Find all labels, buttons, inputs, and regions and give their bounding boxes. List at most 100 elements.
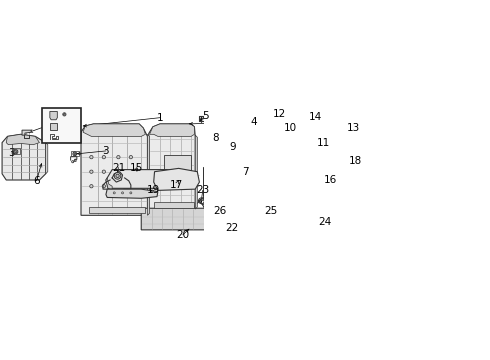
Ellipse shape	[322, 138, 326, 141]
Ellipse shape	[285, 121, 288, 125]
Ellipse shape	[114, 172, 121, 179]
Text: 20: 20	[176, 230, 189, 240]
Ellipse shape	[289, 121, 293, 125]
Polygon shape	[154, 202, 194, 208]
Text: 11: 11	[317, 139, 330, 148]
Polygon shape	[106, 178, 112, 190]
Text: 14: 14	[309, 112, 322, 122]
Bar	[42, 108, 81, 143]
Ellipse shape	[317, 115, 319, 118]
Ellipse shape	[287, 126, 291, 130]
Text: 12: 12	[272, 108, 286, 118]
Ellipse shape	[102, 156, 105, 159]
Ellipse shape	[280, 114, 283, 117]
Polygon shape	[203, 167, 278, 197]
Text: 10: 10	[283, 123, 296, 133]
Ellipse shape	[63, 113, 66, 116]
Text: 25: 25	[264, 206, 277, 216]
Ellipse shape	[215, 199, 217, 202]
Ellipse shape	[73, 152, 76, 156]
Ellipse shape	[281, 112, 284, 114]
Ellipse shape	[318, 117, 320, 120]
Ellipse shape	[117, 156, 120, 159]
Text: 26: 26	[214, 206, 227, 216]
Ellipse shape	[64, 113, 65, 115]
Polygon shape	[203, 197, 278, 207]
Bar	[72, 150, 79, 156]
Text: 2: 2	[43, 121, 50, 131]
Text: 3: 3	[8, 148, 15, 158]
Polygon shape	[147, 134, 149, 215]
Ellipse shape	[14, 150, 18, 154]
Bar	[164, 155, 191, 180]
Polygon shape	[83, 124, 146, 136]
Ellipse shape	[355, 127, 358, 130]
Text: 17: 17	[170, 180, 183, 190]
Ellipse shape	[321, 136, 324, 139]
Ellipse shape	[90, 170, 93, 174]
Ellipse shape	[230, 223, 233, 226]
Ellipse shape	[284, 123, 288, 127]
Text: 15: 15	[130, 162, 143, 172]
Ellipse shape	[324, 136, 327, 139]
Ellipse shape	[15, 151, 17, 153]
Polygon shape	[262, 159, 362, 182]
Ellipse shape	[129, 156, 132, 159]
Polygon shape	[50, 112, 57, 120]
Text: 7: 7	[243, 167, 249, 177]
Text: 6: 6	[33, 176, 40, 186]
Ellipse shape	[324, 140, 327, 143]
Ellipse shape	[281, 116, 284, 119]
Ellipse shape	[353, 129, 357, 133]
Ellipse shape	[74, 153, 75, 155]
Polygon shape	[6, 134, 40, 145]
Ellipse shape	[116, 174, 119, 177]
Ellipse shape	[284, 116, 287, 119]
Ellipse shape	[317, 119, 319, 122]
Polygon shape	[46, 143, 48, 174]
Polygon shape	[262, 155, 362, 159]
Ellipse shape	[325, 138, 328, 141]
Text: 18: 18	[348, 156, 362, 166]
Text: 21: 21	[112, 162, 125, 172]
Ellipse shape	[102, 185, 105, 188]
Ellipse shape	[102, 170, 105, 174]
Polygon shape	[141, 208, 268, 230]
Bar	[12, 148, 20, 154]
Ellipse shape	[117, 185, 120, 188]
Ellipse shape	[285, 114, 288, 117]
Text: 8: 8	[212, 132, 219, 143]
Ellipse shape	[320, 138, 323, 141]
Polygon shape	[149, 124, 195, 209]
Text: 23: 23	[196, 185, 209, 195]
Polygon shape	[106, 189, 158, 198]
Polygon shape	[195, 135, 197, 209]
Ellipse shape	[287, 121, 291, 124]
Ellipse shape	[352, 127, 355, 130]
Ellipse shape	[90, 185, 93, 188]
Polygon shape	[81, 124, 147, 215]
Text: 4: 4	[250, 117, 257, 127]
Ellipse shape	[282, 113, 286, 117]
Polygon shape	[22, 130, 31, 135]
Ellipse shape	[285, 126, 288, 129]
Polygon shape	[154, 168, 199, 190]
Ellipse shape	[352, 132, 355, 135]
Ellipse shape	[289, 126, 293, 129]
Text: 13: 13	[346, 123, 360, 133]
Polygon shape	[2, 134, 46, 180]
Ellipse shape	[315, 117, 318, 120]
Text: 5: 5	[202, 111, 209, 121]
Ellipse shape	[290, 123, 294, 127]
Ellipse shape	[113, 192, 115, 194]
Ellipse shape	[122, 192, 123, 194]
Ellipse shape	[117, 170, 120, 174]
Text: 9: 9	[229, 142, 236, 152]
Polygon shape	[89, 207, 146, 213]
Ellipse shape	[130, 192, 132, 194]
Ellipse shape	[321, 140, 324, 143]
Polygon shape	[149, 124, 195, 136]
Ellipse shape	[356, 130, 359, 132]
Text: 3: 3	[102, 146, 109, 156]
Text: 16: 16	[323, 175, 337, 185]
